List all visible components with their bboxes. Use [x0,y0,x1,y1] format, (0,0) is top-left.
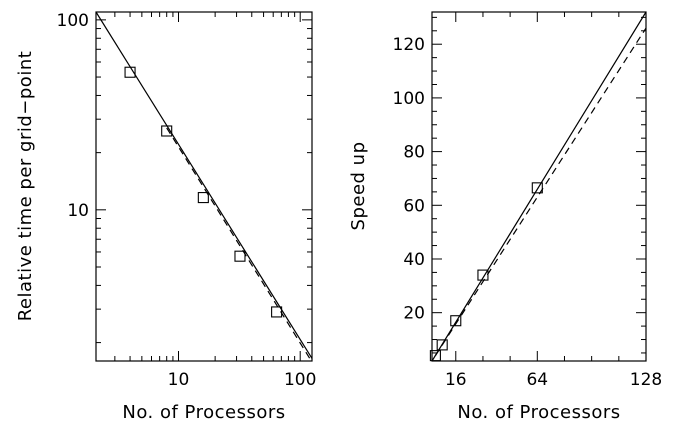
ideal-scaling-line-dashed [434,27,647,356]
x-tick-label: 16 [445,370,467,390]
tick-labels: 10 100 10 100 [57,11,317,390]
fit-line-solid [431,11,647,362]
y-axis-label: Speed up [348,142,369,231]
data-markers [124,66,283,318]
x-tick-label: 128 [630,370,662,390]
tick-labels: 16 64 128 20 40 60 80 100 120 [393,35,663,390]
data-point-marker [161,125,173,137]
ideal-scaling-line-dashed [166,127,313,363]
plot-frame [431,11,647,362]
data-point-marker [271,306,283,318]
y-tick-label: 100 [393,89,425,109]
data-markers [429,182,543,362]
data-point-marker [234,250,246,262]
y-tick-label: 100 [57,11,89,31]
fit-line-solid [95,11,313,359]
x-axis-label: No. of Processors [122,402,285,423]
data-point-marker [124,66,136,78]
x-tick-label: 64 [526,370,548,390]
y-tick-label: 80 [403,143,425,163]
y-tick-label: 40 [403,250,425,270]
data-point-marker [450,315,462,327]
data-point-marker [477,269,489,281]
series-lines [95,11,313,363]
plot-frame [95,11,313,362]
y-tick-label: 10 [67,201,89,221]
y-tick-label: 60 [403,196,425,216]
y-tick-label: 120 [393,35,425,55]
data-point-marker [531,182,543,194]
x-axis-label: No. of Processors [457,402,620,423]
data-point-marker [429,350,441,362]
series-lines [431,11,647,362]
x-tick-label: 10 [168,370,190,390]
y-tick-label: 20 [403,304,425,324]
y-axis-label: Relative time per grid−point [15,51,36,322]
data-point-marker [197,192,209,204]
time-per-gridpoint-panel: 10 100 10 100 No. of Processors Relative ti… [15,11,316,423]
axis-ticks [432,12,647,361]
data-point-marker [436,339,448,351]
x-tick-label: 100 [284,370,316,390]
